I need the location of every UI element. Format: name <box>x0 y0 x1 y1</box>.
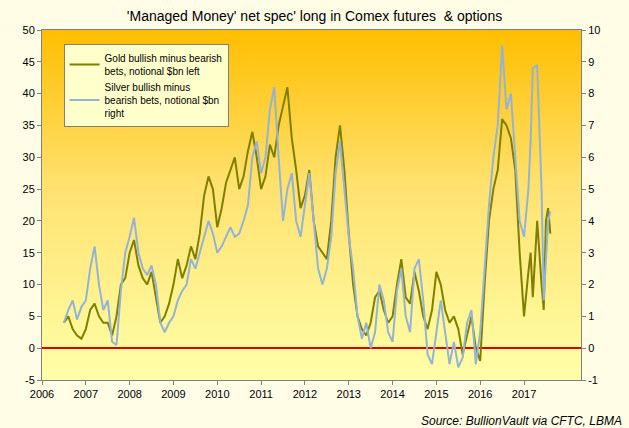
svg-text:10: 10 <box>588 24 600 36</box>
svg-text:2013: 2013 <box>337 388 361 400</box>
svg-text:50: 50 <box>23 24 35 36</box>
svg-text:2017: 2017 <box>512 388 536 400</box>
svg-text:20: 20 <box>23 215 35 227</box>
svg-text:2: 2 <box>588 278 594 290</box>
svg-text:0: 0 <box>29 342 35 354</box>
svg-text:2007: 2007 <box>74 388 98 400</box>
svg-text:2015: 2015 <box>424 388 448 400</box>
svg-text:2009: 2009 <box>161 388 185 400</box>
svg-text:35: 35 <box>23 119 35 131</box>
svg-text:30: 30 <box>23 151 35 163</box>
svg-text:15: 15 <box>23 247 35 259</box>
svg-text:9: 9 <box>588 56 594 68</box>
svg-text:3: 3 <box>588 247 594 259</box>
svg-text:5: 5 <box>29 310 35 322</box>
svg-text:Silver bullish minusbearish be: Silver bullish minusbearish bets, notion… <box>105 82 220 119</box>
svg-text:2012: 2012 <box>293 388 317 400</box>
svg-text:Gold bullish minus bearishbets: Gold bullish minus bearishbets, notional… <box>105 53 222 77</box>
svg-text:10: 10 <box>23 278 35 290</box>
svg-text:-1: -1 <box>588 374 598 386</box>
svg-text:25: 25 <box>23 183 35 195</box>
svg-text:-5: -5 <box>25 374 35 386</box>
svg-text:5: 5 <box>588 183 594 195</box>
svg-text:4: 4 <box>588 215 594 227</box>
svg-text:0: 0 <box>588 342 594 354</box>
svg-text:Source: BullionVault via CFTC,: Source: BullionVault via CFTC, LBMA <box>421 414 622 428</box>
svg-text:2014: 2014 <box>380 388 404 400</box>
svg-text:2016: 2016 <box>468 388 492 400</box>
svg-text:2006: 2006 <box>30 388 54 400</box>
svg-text:1: 1 <box>588 310 594 322</box>
svg-text:6: 6 <box>588 151 594 163</box>
svg-text:45: 45 <box>23 56 35 68</box>
svg-text:'Managed Money' net spec' long: 'Managed Money' net spec' long in Comex … <box>127 8 502 24</box>
svg-text:7: 7 <box>588 119 594 131</box>
svg-text:2010: 2010 <box>205 388 229 400</box>
svg-text:8: 8 <box>588 87 594 99</box>
svg-text:2011: 2011 <box>249 388 273 400</box>
svg-text:2008: 2008 <box>117 388 141 400</box>
svg-text:40: 40 <box>23 87 35 99</box>
